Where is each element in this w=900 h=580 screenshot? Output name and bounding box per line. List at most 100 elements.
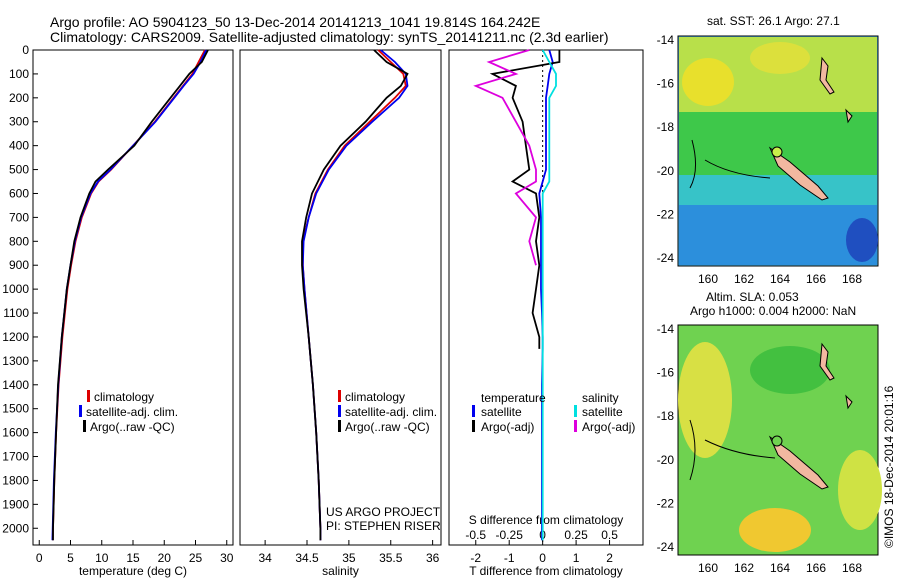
map-lon-label: 166: [806, 561, 826, 575]
legend-swatch-satellite: [338, 405, 341, 417]
y-tick-label: 400: [9, 139, 29, 153]
map-lon-label: 162: [734, 272, 754, 286]
sla-float-marker: [771, 435, 783, 447]
x-tick-label: 5: [67, 551, 74, 565]
y-tick-label: 1500: [2, 402, 29, 416]
sla-map-title2: Argo h1000: 0.004 h2000: NaN: [690, 304, 856, 318]
x-axis-label: T difference from climatology: [469, 564, 623, 578]
map-lat-label: -16: [657, 77, 675, 91]
map-lat-label: -24: [657, 251, 675, 265]
legend-sal-satellite: satellite: [582, 405, 623, 419]
legend-satellite: satellite-adj. clim.: [86, 405, 178, 419]
x-tick-label: 36: [426, 551, 440, 565]
temperature-legend: climatology satellite-adj. clim. Argo(..…: [79, 390, 178, 434]
legend-swatch-argo: [338, 420, 341, 432]
legend-sal-title: salinity: [582, 391, 619, 405]
legend-swatch-temp-satellite: [472, 405, 475, 417]
plot-frame: [239, 49, 442, 546]
sla-green-patch: [750, 346, 830, 394]
x-tick-label: 0: [36, 551, 43, 565]
x-tick-label: -2: [470, 551, 481, 565]
x-tick-label: 15: [126, 551, 140, 565]
x-top-tick-label: 0.25: [564, 528, 588, 542]
legend-satellite: satellite-adj. clim.: [345, 405, 437, 419]
y-tick-label: 600: [9, 186, 29, 200]
y-tick-label: 500: [9, 163, 29, 177]
x-tick-label: 10: [95, 551, 109, 565]
legend-temp-title: temperature: [481, 391, 546, 405]
legend-argo: Argo(..raw -QC): [90, 420, 175, 434]
x-top-tick-label: -0.25: [496, 528, 524, 542]
new-caledonia-sla: [768, 435, 829, 490]
header-line1: Argo profile: AO 5904123_50 13-Dec-2014 …: [50, 14, 540, 30]
legend-swatch-temp-argo: [472, 420, 475, 432]
sst-map-title: sat. SST: 26.1 Argo: 27.1: [707, 14, 840, 28]
map-lat-label: -22: [657, 496, 675, 510]
sst-map: sat. SST: 26.1 Argo: 27.1 -14 -16 -18 -20 -2…: [657, 14, 879, 286]
y-tick-label: 900: [9, 258, 29, 272]
map-lat-label: -18: [657, 120, 675, 134]
y-tick-label: 100: [9, 67, 29, 81]
map-lat-label: -14: [657, 322, 675, 336]
sst-cyan-band: [679, 170, 877, 205]
series-line: [301, 49, 409, 541]
map-lon-label: 162: [734, 561, 754, 575]
sla-yellow-west: [678, 342, 732, 458]
map-lat-label: -20: [657, 453, 675, 467]
x-tick-label: 20: [158, 551, 172, 565]
legend-argo: Argo(..raw -QC): [345, 420, 430, 434]
project-label: US ARGO PROJECT: [326, 505, 441, 519]
map-lon-label: 164: [770, 561, 790, 575]
x-tick-label: 34: [258, 551, 272, 565]
y-tick-label: 0: [22, 43, 29, 57]
difference-legend: temperature salinity satellite Argo(-adj…: [472, 391, 635, 434]
pi-label: PI: STEPHEN RISER: [326, 519, 441, 533]
y-tick-label: 300: [9, 115, 29, 129]
legend-swatch-climatology: [338, 390, 341, 402]
sst-deep-blue: [846, 218, 878, 262]
x-top-axis-label: S difference from climatology: [469, 513, 624, 527]
plot-frame: [32, 49, 234, 546]
new-caledonia-sst: [768, 146, 829, 201]
x-top-tick-label: -0.5: [465, 528, 486, 542]
legend-swatch-sal-argo: [574, 420, 577, 432]
profile-panel-2: -2 -1 0 1 2T difference from climatology -0.5…: [448, 49, 644, 578]
salinity-legend: climatology satellite-adj. clim. Argo(..…: [338, 390, 437, 434]
x-axis-label: temperature (deg C): [79, 564, 187, 578]
map-lat-label: -18: [657, 409, 675, 423]
sst-yellow-patch-2: [750, 42, 810, 74]
y-tick-label: 1700: [2, 450, 29, 464]
x-tick-label: 1: [573, 551, 580, 565]
map-lon-label: 160: [698, 561, 718, 575]
sla-yellow-east: [838, 450, 882, 530]
y-tick-label: 1300: [2, 354, 29, 368]
map-lat-label: -22: [657, 207, 675, 221]
y-tick-label: 1400: [2, 378, 29, 392]
timestamp: ©IMOS 18-Dec-2014 20:01:16: [882, 385, 896, 548]
legend-climatology: climatology: [94, 390, 154, 404]
x-axis-label: salinity: [322, 564, 359, 578]
x-tick-label: 34.5: [295, 551, 319, 565]
x-tick-label: 25: [189, 551, 203, 565]
series-line: [489, 50, 561, 349]
legend-swatch-satellite: [79, 405, 82, 417]
sla-map-ticks: -14 -16 -18 -20 -22 -24 160 162 164 166 168: [657, 322, 863, 575]
y-tick-label: 800: [9, 234, 29, 248]
series-line: [52, 49, 209, 541]
sst-yellow-patch: [682, 58, 734, 106]
map-lat-label: -14: [657, 33, 675, 47]
y-tick-label: 1600: [2, 426, 29, 440]
map-lon-label: 164: [770, 272, 790, 286]
map-lon-label: 168: [842, 561, 862, 575]
sst-coast-contour: [689, 139, 771, 189]
y-tick-label: 1100: [3, 306, 29, 320]
y-tick-label: 1200: [2, 330, 29, 344]
legend-sal-argo: Argo(-adj): [582, 420, 635, 434]
legend-climatology: climatology: [345, 390, 405, 404]
x-tick-label: 0: [539, 551, 546, 565]
sst-cool-band: [679, 200, 877, 265]
x-top-tick-label: 0.5: [601, 528, 618, 542]
sla-coast-contour: [689, 419, 776, 481]
